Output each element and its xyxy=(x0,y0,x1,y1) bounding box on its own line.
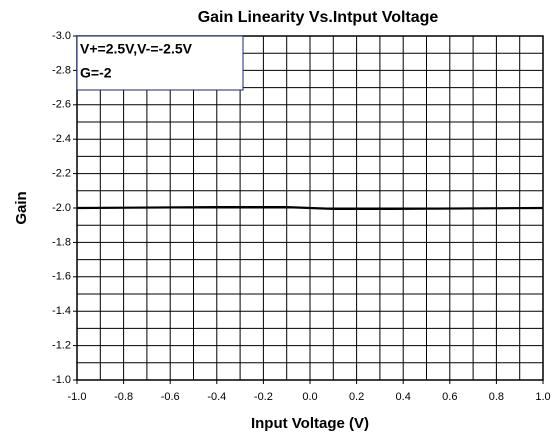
x-tick-label: 0.6 xyxy=(442,391,457,403)
x-tick-label: -0.8 xyxy=(114,391,133,403)
y-tick-label: -1.2 xyxy=(52,340,71,352)
x-tick-label: 1.0 xyxy=(535,391,550,403)
y-tick-label: -2.4 xyxy=(52,133,71,145)
y-tick-label: -1.0 xyxy=(52,374,71,386)
y-tick-label: -1.8 xyxy=(52,236,71,248)
x-tick-label: 0.8 xyxy=(489,391,504,403)
annotation: V+=2.5V,V-=-2.5V xyxy=(80,41,193,57)
x-tick-label: -0.4 xyxy=(207,391,226,403)
y-tick-label: -2.8 xyxy=(52,64,71,76)
chart-title: Gain Linearity Vs.Intput Voltage xyxy=(198,9,439,26)
y-tick-label: -2.0 xyxy=(52,202,71,214)
y-tick-label: -2.6 xyxy=(52,99,71,111)
annotation: G=-2 xyxy=(80,65,112,81)
y-tick-label: -2.2 xyxy=(52,168,71,180)
x-tick-label: -0.6 xyxy=(161,391,180,403)
y-axis-label: Gain xyxy=(13,191,30,224)
annotation-box xyxy=(76,35,244,91)
x-tick-label: 0.0 xyxy=(302,391,317,403)
x-tick-label: -1.0 xyxy=(68,391,87,403)
y-tick-label: -3.0 xyxy=(52,30,71,42)
y-tick-label: -1.6 xyxy=(52,271,71,283)
x-tick-label: 0.4 xyxy=(396,391,411,403)
x-tick-label: -0.2 xyxy=(254,391,273,403)
data-line xyxy=(76,206,544,210)
x-axis-label: Input Voltage (V) xyxy=(251,415,369,432)
x-tick-label: 0.2 xyxy=(349,391,364,403)
y-tick-label: -1.4 xyxy=(52,305,71,317)
